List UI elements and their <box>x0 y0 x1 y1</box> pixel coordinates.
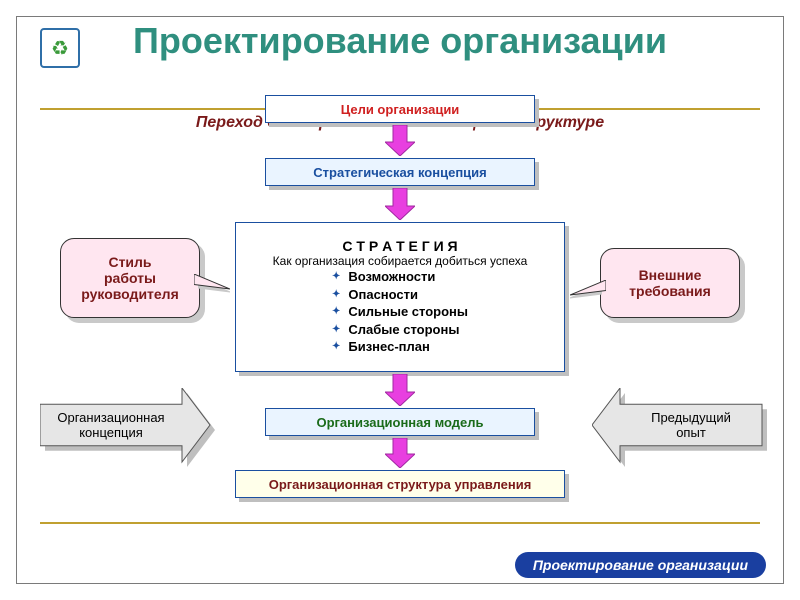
callout-line: работы <box>104 270 156 286</box>
side-arrow-experience: Предыдущийопыт <box>592 388 762 462</box>
callout-line: Внешние <box>639 267 702 283</box>
callout-style: Стильработыруководителя <box>60 238 200 318</box>
footer-pill: Проектирование организации <box>515 552 766 578</box>
strategy-item: Сильные стороны <box>332 303 468 321</box>
box-concept-label: Стратегическая концепция <box>313 165 486 180</box>
box-model: Организационная модель <box>265 408 535 436</box>
callout-tail-icon <box>194 274 230 304</box>
flow-arrow-3 <box>385 374 415 411</box>
box-structure-label: Организационная структура управления <box>269 477 532 492</box>
strategy-title: С Т Р А Т Е Г И Я <box>342 238 457 254</box>
callout-line: Стиль <box>108 254 151 270</box>
callout-external: Внешниетребования <box>600 248 740 318</box>
flow-arrow-4 <box>385 438 415 473</box>
box-goals-label: Цели организации <box>341 102 460 117</box>
strategy-item: Возможности <box>332 268 468 286</box>
strategy-subtitle: Как организация собирается добиться успе… <box>273 254 528 268</box>
side-arrow-line: Организационная <box>57 410 164 425</box>
side-arrow-org-concept: Организационнаяконцепция <box>40 388 210 462</box>
callout-line: требования <box>629 283 711 299</box>
strategy-list: ВозможностиОпасностиСильные стороныСлабы… <box>332 268 468 356</box>
callout-tail-icon <box>570 280 606 310</box>
box-goals: Цели организации <box>265 95 535 123</box>
footer-pill-label: Проектирование организации <box>533 557 748 573</box>
side-arrow-line: опыт <box>676 425 706 440</box>
box-strategy: С Т Р А Т Е Г И Я Как организация собира… <box>235 222 565 372</box>
strategy-item: Слабые стороны <box>332 321 468 339</box>
strategy-item: Опасности <box>332 286 468 304</box>
flow-arrow-2 <box>385 188 415 225</box>
strategy-item: Бизнес-план <box>332 338 468 356</box>
page-title: Проектирование организации <box>0 22 800 60</box>
box-structure: Организационная структура управления <box>235 470 565 498</box>
box-model-label: Организационная модель <box>316 415 483 430</box>
side-arrow-line: Предыдущий <box>651 410 731 425</box>
box-concept: Стратегическая концепция <box>265 158 535 186</box>
divider-bottom <box>40 522 760 524</box>
flow-arrow-1 <box>385 125 415 161</box>
callout-line: руководителя <box>81 286 179 302</box>
side-arrow-line: концепция <box>79 425 143 440</box>
